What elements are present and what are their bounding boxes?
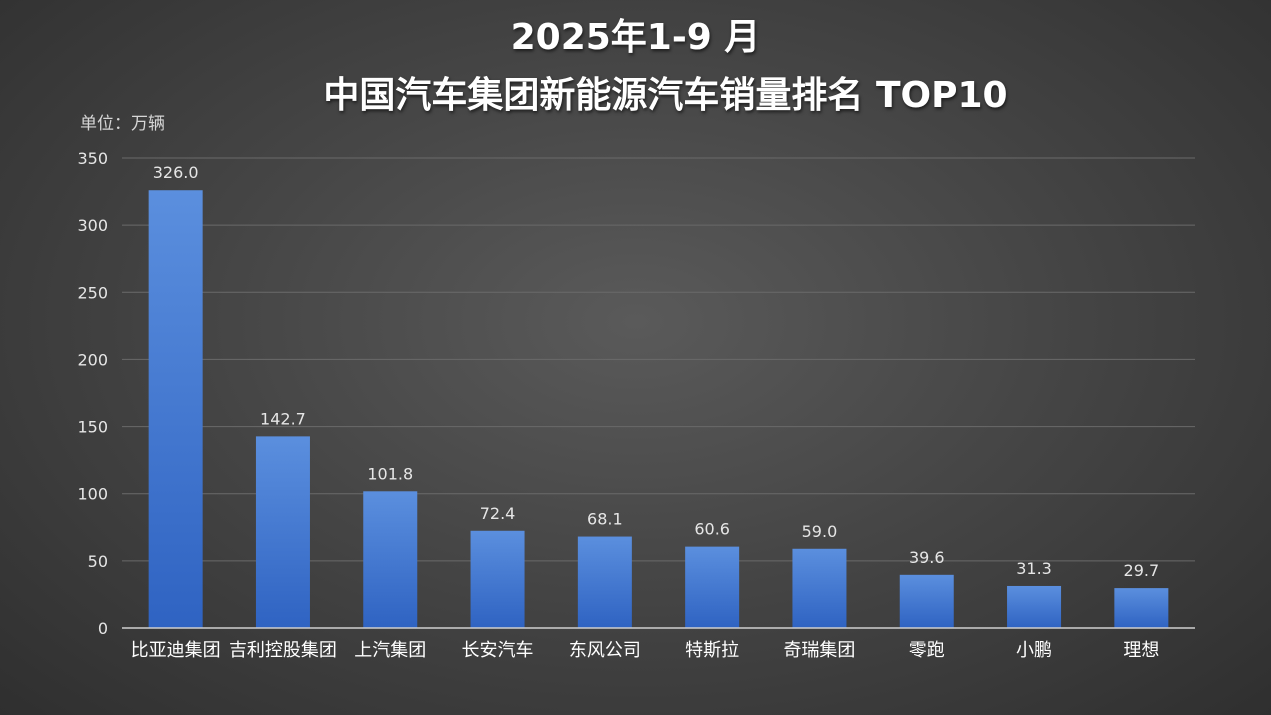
x-tick-label: 比亚迪集团: [131, 640, 221, 661]
bar: [685, 546, 740, 628]
bars: [148, 190, 1169, 628]
y-tick-label: 0: [98, 619, 108, 638]
y-tick-label: 150: [77, 418, 108, 437]
y-tick-label: 250: [77, 283, 108, 302]
bar: [470, 530, 525, 628]
x-tick-label: 上汽集团: [354, 640, 426, 661]
x-tick-label: 理想: [1123, 640, 1159, 661]
data-label: 68.1: [587, 510, 623, 529]
x-tick-label: 奇瑞集团: [783, 640, 855, 661]
x-tick-label: 零跑: [909, 640, 945, 661]
x-tick-label: 特斯拉: [685, 640, 739, 661]
value-labels: 326.0 142.7 101.8 72.4 68.1 60.6 59.0 39.6 31.3 2…: [153, 163, 1159, 580]
bar: [148, 190, 203, 628]
bar: [899, 574, 954, 628]
grid-lines: [122, 157, 1195, 562]
bar: [1007, 585, 1062, 628]
data-label: 72.4: [480, 504, 516, 523]
bar: [1114, 588, 1169, 628]
data-label: 31.3: [1016, 559, 1052, 578]
chart-title-line1: 2025年1-9 月: [510, 17, 761, 58]
data-label: 39.6: [909, 548, 945, 567]
bar: [363, 491, 418, 628]
x-tick-label: 吉利控股集团: [229, 640, 337, 661]
data-label: 29.7: [1124, 561, 1160, 580]
x-tick-label: 长安汽车: [462, 640, 534, 661]
bar: [255, 436, 310, 628]
x-tick-label: 东风公司: [569, 640, 641, 661]
chart-title-line2: 中国汽车集团新能源汽车销量排名 TOP10: [323, 75, 1008, 116]
y-tick-label: 300: [77, 216, 108, 235]
unit-label: 单位：万辆: [80, 114, 165, 134]
y-tick-label: 100: [77, 485, 108, 504]
data-label: 101.8: [367, 464, 413, 483]
y-tick-label: 350: [77, 149, 108, 168]
data-label: 142.7: [260, 409, 306, 428]
bar: [792, 548, 847, 628]
y-tick-label: 50: [88, 552, 108, 571]
y-axis-ticks: 0 50 100 150 200 250 300 350: [77, 149, 108, 638]
y-tick-label: 200: [77, 350, 108, 369]
x-axis-labels: 比亚迪集团 吉利控股集团 上汽集团 长安汽车 东风公司 特斯拉 奇瑞集团 零跑 小鹏 理想: [131, 640, 1160, 661]
data-label: 326.0: [153, 163, 199, 182]
bar: [577, 536, 632, 628]
x-tick-label: 小鹏: [1016, 640, 1052, 661]
data-label: 60.6: [694, 520, 730, 539]
data-label: 59.0: [802, 522, 838, 541]
